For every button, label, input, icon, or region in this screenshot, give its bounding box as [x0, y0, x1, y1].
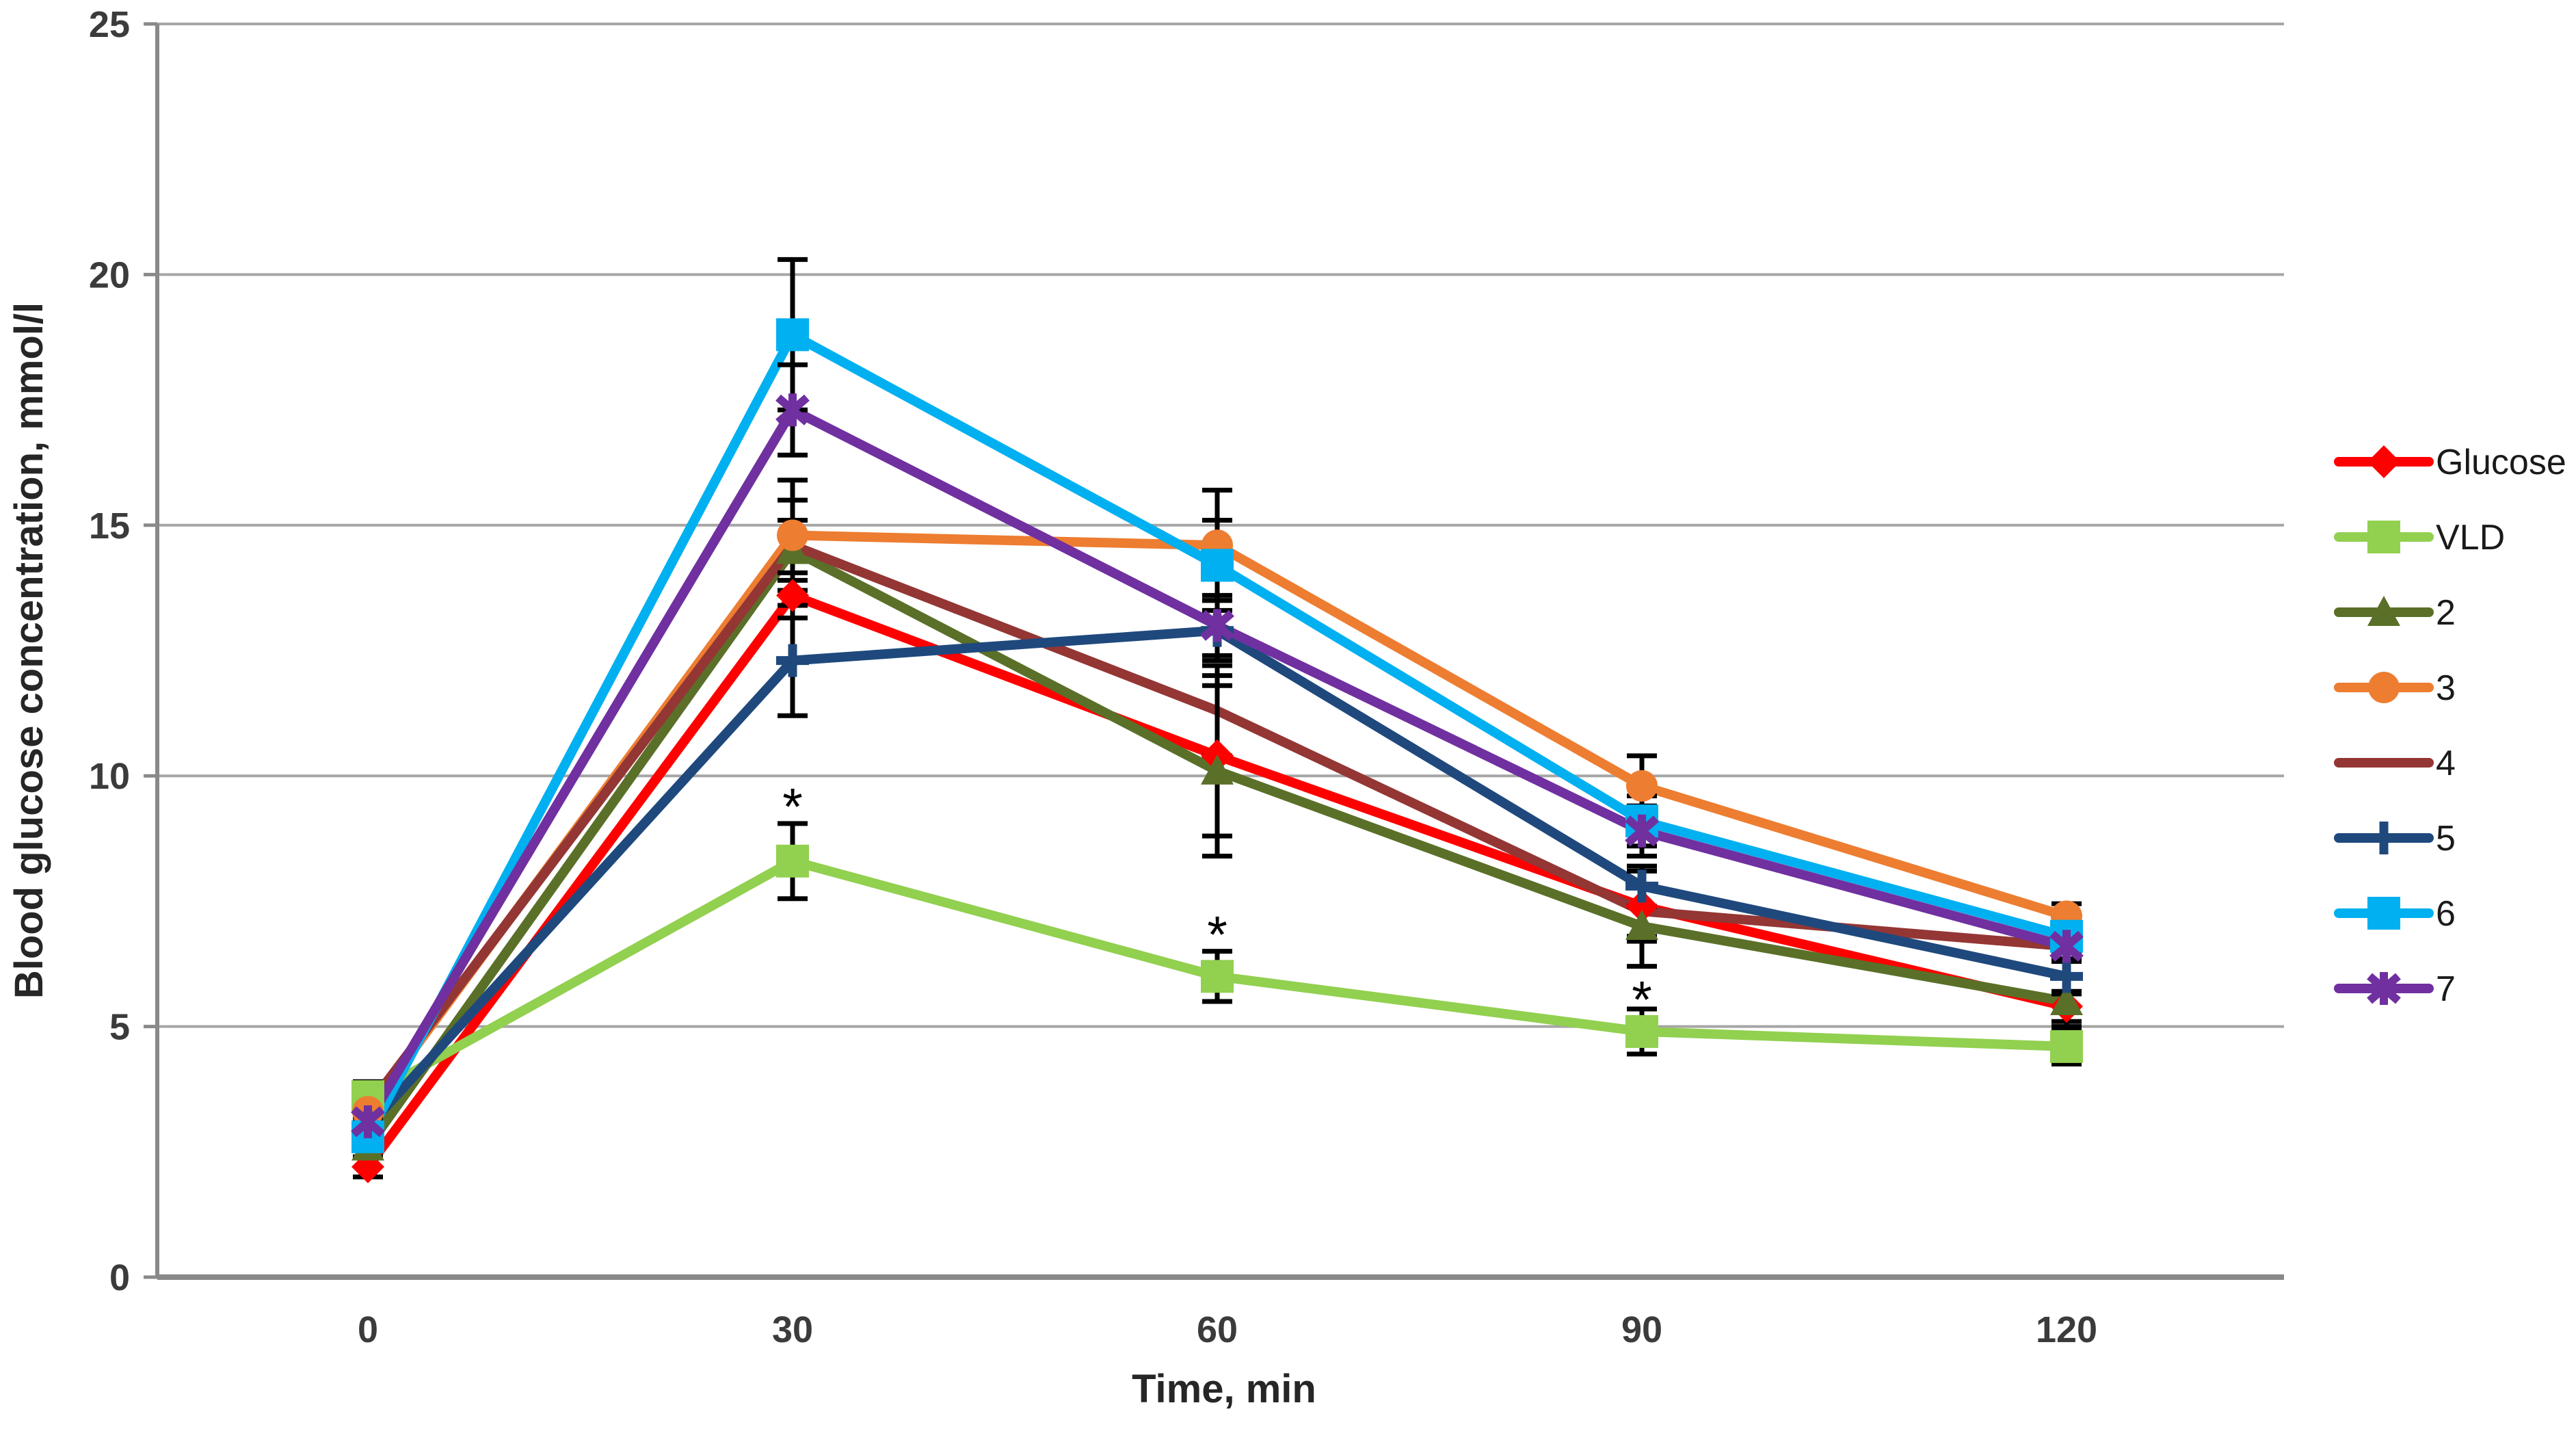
marker-square-vld: [1201, 960, 1234, 993]
y-tick-label: 25: [89, 4, 130, 45]
legend-item-7: 7: [2334, 969, 2456, 1009]
y-tick-label: 15: [89, 506, 130, 547]
x-tick-label: 0: [358, 1309, 378, 1350]
legend-label: Glucose: [2436, 443, 2566, 482]
legend-label: 7: [2436, 969, 2456, 1009]
y-axis-tick-labels: 0 5 10 15 20 25: [89, 4, 130, 1298]
marker-plus-5: [2367, 822, 2400, 854]
legend-item-5: 5: [2334, 819, 2456, 858]
legend-label: 3: [2436, 668, 2456, 708]
marker-star-7: [1200, 609, 1234, 642]
axes: [144, 22, 2284, 1280]
marker-diamond-glucose: [776, 579, 809, 612]
marker-plus-5: [776, 644, 809, 677]
legend-item-glucose: Glucose: [2334, 443, 2566, 482]
series-markers: [351, 318, 2084, 1183]
legend-item-vld: VLD: [2334, 518, 2505, 558]
legend-label: 4: [2436, 744, 2456, 783]
legend-item-6: 6: [2334, 894, 2456, 934]
marker-diamond-glucose: [2367, 445, 2400, 478]
marker-circle-3: [2368, 672, 2400, 703]
x-tick-label: 90: [1621, 1309, 1662, 1350]
y-tick-label: 0: [109, 1257, 130, 1298]
legend-label: 2: [2436, 593, 2456, 633]
marker-star-7: [2049, 930, 2084, 963]
legend-label: 6: [2436, 894, 2456, 934]
y-axis-title: Blood glucose concentration, mmol/l: [7, 302, 51, 999]
marker-star-7: [2367, 972, 2401, 1005]
x-tick-label: 30: [772, 1309, 813, 1350]
marker-square-vld: [1625, 1014, 1658, 1048]
legend-label: VLD: [2436, 518, 2505, 558]
legend-item-4: 4: [2334, 744, 2456, 783]
marker-triangle-2: [2050, 984, 2083, 1015]
x-tick-label: 120: [2036, 1309, 2097, 1350]
x-axis-title: Time, min: [1132, 1367, 1316, 1411]
legend-item-3: 3: [2334, 668, 2456, 708]
marker-triangle-2: [1201, 754, 1234, 785]
marker-triangle-2: [1625, 910, 1658, 941]
significance-star: *: [1632, 971, 1652, 1030]
gridlines: [157, 23, 2284, 1279]
marker-circle-3: [1626, 770, 1658, 802]
marker-plus-5: [2050, 960, 2083, 993]
marker-square-vld: [2367, 521, 2400, 553]
legend-item-2: 2: [2334, 593, 2456, 633]
marker-square-6: [776, 318, 809, 352]
y-tick-label: 20: [89, 254, 130, 296]
legend-label: 5: [2436, 819, 2456, 858]
y-tick-label: 10: [89, 756, 130, 797]
marker-square-6: [2367, 897, 2400, 930]
legend: Glucose VLD 2 3 4 5 6 7: [2334, 443, 2566, 1009]
significance-stars: * * *: [782, 778, 1652, 1030]
significance-star: *: [1207, 906, 1227, 964]
marker-diamond-glucose: [1625, 889, 1658, 923]
marker-star-7: [1625, 814, 1659, 848]
marker-star-7: [775, 393, 810, 427]
x-axis-tick-labels: 0 30 60 90 120: [358, 1309, 2097, 1350]
marker-square-vld: [776, 844, 809, 878]
significance-star: *: [782, 778, 803, 837]
y-tick-label: 5: [109, 1007, 130, 1048]
marker-star-7: [351, 1105, 385, 1138]
marker-circle-3: [777, 519, 808, 551]
x-tick-label: 60: [1197, 1309, 1238, 1350]
marker-square-vld: [2050, 1030, 2083, 1063]
marker-triangle-2: [2367, 596, 2400, 626]
marker-plus-5: [1625, 869, 1658, 903]
marker-square-6: [1201, 549, 1234, 582]
